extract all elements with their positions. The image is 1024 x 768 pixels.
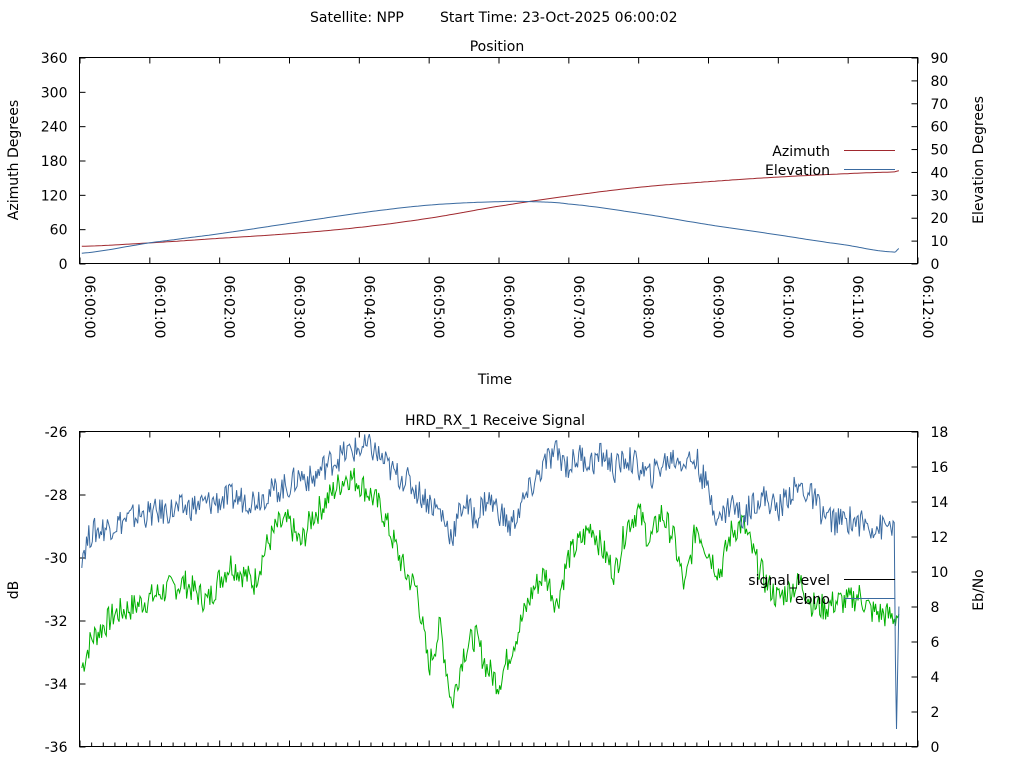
position-y2-tick-label: 50 — [931, 143, 949, 159]
signal-y-tick-label: -28 — [45, 488, 68, 504]
signal-y2-tick-label: 8 — [931, 600, 940, 616]
signal-y2-tick-label: 4 — [931, 670, 940, 686]
signal-y2-axis-label: Eb/No — [971, 569, 987, 611]
signal-plot-frame — [79, 431, 918, 747]
signal-y-tick-label: -32 — [45, 614, 68, 630]
position-x-axis-label: Time — [477, 372, 512, 388]
position-y-tick-label: 300 — [41, 85, 68, 101]
position-x-tick-label: 06:10:00 — [779, 276, 795, 339]
signal-y-tick-label: -30 — [45, 551, 68, 567]
position-y-tick-label: 0 — [59, 257, 68, 273]
position-x-tick-label: 06:05:00 — [430, 276, 446, 339]
position-y2-tick-label: 10 — [931, 234, 949, 250]
position-x-tick-label: 06:06:00 — [500, 276, 516, 339]
position-x-tick-label: 06:12:00 — [919, 276, 935, 339]
position-y2-tick-label: 20 — [931, 211, 949, 227]
position-y2-tick-label: 0 — [931, 257, 940, 273]
position-x-tick-label: 06:00:00 — [81, 276, 97, 339]
position-y2-tick-label: 90 — [931, 51, 949, 67]
signal-chart-title: HRD_RX_1 Receive Signal — [405, 413, 585, 429]
signal-chart: HRD_RX_1 Receive Signal -26 -28 -30 -32 -34 -… — [6, 413, 987, 756]
position-x-tick-label: 06:09:00 — [710, 276, 726, 339]
position-chart: Position 0 60 120 180 240 300 360 0 10 20 30 40 50 60… — [6, 39, 987, 388]
position-x-tick-label: 06:11:00 — [849, 276, 865, 339]
position-y2-axis-label: Elevation Degrees — [971, 96, 987, 224]
signal-y2-tick-label: 14 — [931, 495, 949, 511]
header-start-time: Start Time: 23-Oct-2025 06:00:02 — [440, 10, 678, 26]
position-y-tick-label: 60 — [50, 223, 68, 239]
signal-y2-tick-label: 6 — [931, 635, 940, 651]
signal-y2-tick-label: 18 — [931, 425, 949, 441]
position-y-axis-label: Azimuth Degrees — [6, 100, 22, 220]
position-y-tick-label: 360 — [41, 51, 68, 67]
signal-series-ebno-line — [81, 433, 900, 730]
signal-y-tick-label: -34 — [45, 677, 68, 693]
signal-series-signal-level-line — [81, 467, 900, 709]
signal-y-tick-label: -36 — [45, 740, 68, 756]
signal-y-tick-label: -26 — [45, 425, 68, 441]
legend-signal-level-label: signal_level — [748, 573, 830, 589]
position-chart-title: Position — [470, 39, 525, 55]
legend-ebno-label: ebno — [795, 592, 830, 608]
position-y2-tick-label: 60 — [931, 120, 949, 136]
position-x-tick-label: 06:01:00 — [151, 276, 167, 339]
position-y-tick-label: 180 — [41, 154, 68, 170]
position-y-tick-label: 240 — [41, 120, 68, 136]
signal-y2-tick-label: 10 — [931, 565, 949, 581]
signal-y2-tick-label: 12 — [931, 530, 949, 546]
legend-azimuth-label: Azimuth — [772, 144, 830, 160]
position-y2-tick-label: 70 — [931, 97, 949, 113]
position-x-tick-label: 06:02:00 — [221, 276, 237, 339]
position-series-azimuth-line — [81, 170, 899, 247]
position-series-elevation-line — [81, 200, 900, 254]
signal-y2-tick-label: 2 — [931, 705, 940, 721]
position-y2-tick-label: 80 — [931, 74, 949, 90]
position-x-tick-label: 06:03:00 — [291, 276, 307, 339]
legend-elevation-label: Elevation — [765, 163, 830, 179]
position-x-tick-label: 06:04:00 — [360, 276, 376, 339]
position-y2-tick-label: 40 — [931, 165, 949, 181]
position-x-tick-label: 06:08:00 — [640, 276, 656, 339]
signal-y2-tick-label: 0 — [931, 740, 940, 756]
position-y2-tick-label: 30 — [931, 188, 949, 204]
position-y-tick-label: 120 — [41, 188, 68, 204]
position-plot-frame — [79, 57, 918, 264]
header-satellite: Satellite: NPP — [310, 10, 404, 26]
position-x-tick-label: 06:07:00 — [570, 276, 586, 339]
signal-y-axis-label: dB — [6, 581, 22, 600]
signal-y2-tick-label: 16 — [931, 460, 949, 476]
